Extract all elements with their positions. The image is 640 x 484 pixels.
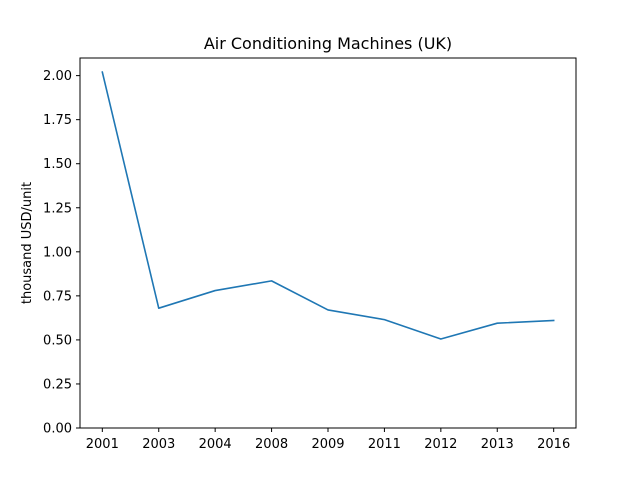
y-tick-label: 2.00 — [43, 69, 72, 84]
y-axis-label: thousand USD/unit — [20, 182, 35, 304]
y-tick-label: 0.00 — [43, 422, 72, 437]
y-tick-label: 0.75 — [43, 289, 72, 304]
y-tick-label: 0.50 — [43, 333, 72, 348]
y-tick-label: 0.25 — [43, 377, 72, 392]
y-tick-label: 1.25 — [43, 201, 72, 216]
axes-frame — [80, 58, 576, 428]
x-tick-label: 2016 — [537, 437, 570, 452]
y-tick-label: 1.50 — [43, 157, 72, 172]
plot-area: 0.00 0.25 0.50 0.75 1.00 1.25 1.50 1.75 2.00 2001… — [43, 58, 576, 452]
x-tick-label: 2013 — [481, 437, 514, 452]
x-tick-label: 2001 — [86, 437, 119, 452]
x-tick-label: 2012 — [424, 437, 457, 452]
y-tick-label: 1.00 — [43, 245, 72, 260]
y-tick-label: 1.75 — [43, 113, 72, 128]
series-line — [102, 72, 553, 339]
x-tick-label: 2008 — [255, 437, 288, 452]
x-tick-label: 2003 — [142, 437, 175, 452]
x-tick-label: 2011 — [368, 437, 401, 452]
x-tick-label: 2004 — [199, 437, 232, 452]
chart-title: Air Conditioning Machines (UK) — [204, 34, 452, 53]
x-tick-label: 2009 — [311, 437, 344, 452]
